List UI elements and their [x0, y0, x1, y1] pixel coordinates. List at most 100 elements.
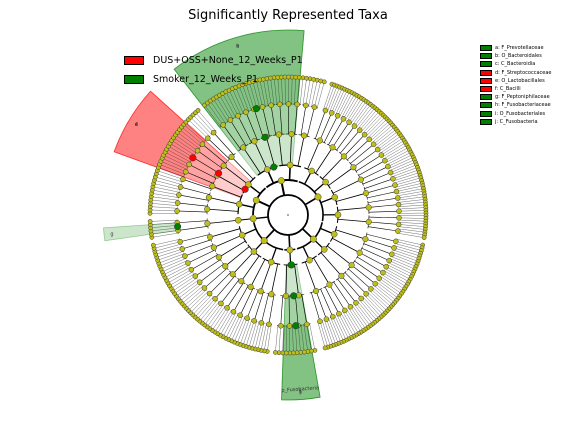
tree-branch: [389, 159, 415, 171]
tree-branch: [277, 77, 280, 105]
tree-branch: [336, 192, 367, 202]
tree-branch: [365, 184, 395, 194]
tree-branch: [304, 261, 317, 292]
tree-branch: [150, 209, 178, 212]
clade-legend-entry-c: c: C_Bacteroidia: [480, 60, 552, 68]
clade-sector-letter-j: j: [299, 390, 301, 396]
tree-branch: [222, 312, 236, 337]
tree-branch: [174, 278, 197, 294]
tree-branch: [384, 147, 409, 161]
clade-sector-letter-e: e: [135, 122, 138, 128]
tree-branch: [360, 166, 389, 180]
tree-branch: [259, 79, 266, 107]
tree-branch: [398, 217, 426, 219]
tree-branch: [352, 305, 369, 328]
clade-sector-letter-f: f: [135, 122, 137, 128]
tree-branch: [364, 178, 394, 189]
tree-branch: [338, 313, 352, 338]
tree-branch: [395, 241, 423, 248]
tree-node: [342, 307, 348, 314]
tree-branch: [260, 261, 272, 292]
tree-branch: [396, 239, 423, 246]
tree-branch: [320, 252, 342, 277]
tree-branch: [372, 124, 393, 143]
tree-node: [387, 169, 394, 176]
tree-node: [330, 230, 338, 238]
tree-branch: [381, 140, 405, 156]
tree-branch: [394, 175, 421, 184]
root-node: [287, 214, 289, 216]
tree-branch: [279, 104, 283, 135]
tree-branch: [173, 137, 197, 154]
tree-node: [275, 131, 282, 138]
clade-legend-swatch: [480, 61, 492, 68]
tree-branch: [249, 82, 258, 109]
tree-branch: [222, 93, 236, 118]
tree-branch: [347, 139, 370, 161]
tree-branch: [150, 227, 178, 232]
tree-branch: [153, 183, 180, 190]
clade-legend-label: g: F_Peptoniphilaceae: [495, 94, 550, 101]
tree-branch: [175, 134, 198, 151]
tree-branch: [362, 113, 382, 134]
tree-node: [261, 133, 269, 141]
tree-node: [322, 345, 328, 351]
tree-branch: [228, 315, 241, 340]
tree-node: [386, 257, 392, 264]
tree-branch: [307, 140, 321, 170]
tree-node: [389, 251, 395, 258]
clade-legend-swatch: [480, 77, 492, 84]
clade-legend-entry-d: d: F_Streptococcaceae: [480, 69, 552, 77]
tree-node: [218, 300, 224, 307]
tree-node: [394, 195, 401, 201]
clade-sector-letter-h: h: [299, 390, 302, 396]
tree-node: [353, 300, 359, 306]
tree-branch: [294, 77, 296, 105]
tree-node: [358, 295, 364, 302]
tree-branch: [295, 295, 299, 326]
tree-node: [321, 246, 328, 253]
tree-node: [365, 218, 372, 225]
tree-branch: [209, 228, 241, 238]
tree-node: [383, 263, 389, 270]
tree-node: [183, 169, 189, 175]
tree-branch: [284, 77, 286, 105]
tree-node: [363, 291, 369, 297]
tree-branch: [295, 325, 298, 353]
tree-branch: [362, 296, 382, 317]
tree-node: [393, 188, 400, 195]
tree-branch: [306, 324, 312, 352]
tree-node: [368, 286, 374, 292]
clade-legend-swatch: [480, 94, 492, 101]
tree-branch: [300, 105, 307, 136]
tree-node: [357, 176, 364, 183]
tree-branch: [391, 164, 417, 175]
tree-branch: [344, 310, 359, 334]
clade-legend-entry-b: b: O_Bacteroidales: [480, 52, 552, 60]
tree-branch: [368, 210, 399, 213]
tree-branch: [397, 230, 425, 236]
tree-branch: [232, 88, 244, 114]
tree-branch: [172, 275, 196, 292]
tree-branch: [357, 107, 376, 129]
tree-branch: [185, 171, 214, 184]
tree-node: [395, 201, 402, 208]
tree-branch: [311, 80, 318, 107]
tree-branch: [181, 126, 203, 145]
tree-node: [277, 101, 283, 108]
tree-branch: [368, 221, 399, 225]
tree-branch: [364, 295, 384, 316]
tree-branch: [398, 210, 426, 212]
tree-node: [267, 258, 275, 266]
tree-node: [241, 185, 249, 193]
tree-branch: [169, 143, 194, 158]
tree-branch: [188, 119, 208, 139]
tree-node: [147, 219, 153, 224]
clade-sector-letter-i: i: [300, 390, 301, 396]
tree-branch: [319, 112, 332, 141]
tree-branch: [278, 325, 281, 353]
tree-branch: [334, 315, 347, 341]
tree-node: [374, 146, 381, 153]
legend-swatch-red: [124, 55, 144, 65]
tree-branch: [315, 290, 327, 320]
